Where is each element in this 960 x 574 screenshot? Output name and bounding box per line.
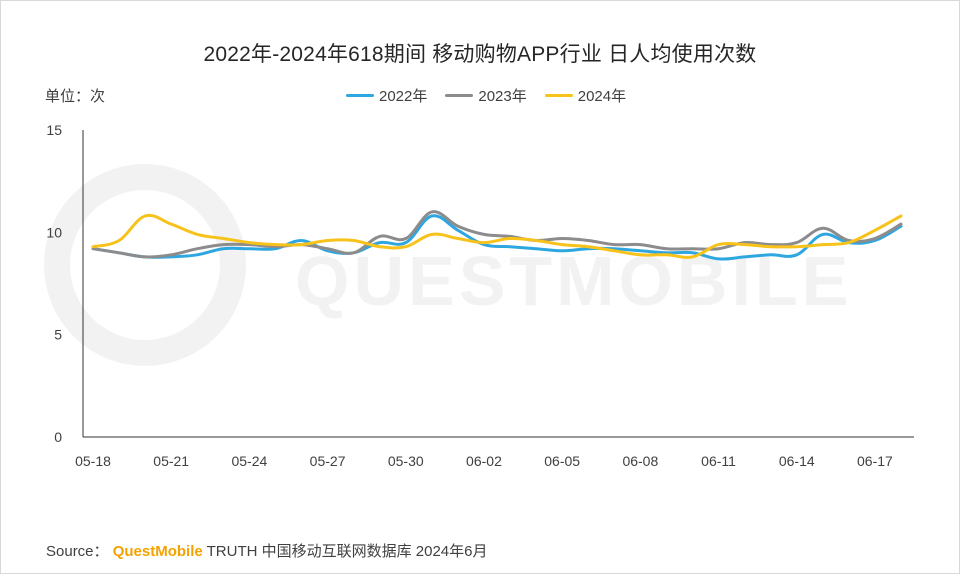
source-suffix: TRUTH 中国移动互联网数据库 2024年6月	[206, 543, 488, 560]
source-prefix: Source：	[46, 543, 109, 560]
series-line-2023	[91, 210, 903, 259]
chart-title: 2022年-2024年618期间 移动购物APP行业 日人均使用次数	[203, 43, 757, 66]
legend-label-2022: 2022年	[379, 88, 428, 105]
source-note: Source： QuestMobile TRUTH 中国移动互联网数据库 202…	[46, 540, 488, 561]
legend: 2022年 2023年 2024年	[346, 85, 626, 106]
legend-swatch-2023	[445, 94, 474, 97]
x-tick-label: 05-27	[310, 453, 346, 469]
source-brand: QuestMobile	[112, 543, 203, 560]
legend-swatch-2022	[346, 94, 374, 97]
legend-item-2024: 2024年	[544, 85, 627, 106]
x-tick-label: 06-14	[779, 453, 815, 469]
series-line-2022	[91, 214, 903, 261]
y-tick-label: 0	[54, 429, 62, 445]
legend-label-2024: 2024年	[577, 88, 627, 105]
unit-label: 单位：次	[45, 88, 106, 105]
y-tick-label: 10	[46, 224, 62, 240]
x-tick-label: 06-02	[466, 453, 502, 469]
y-tick-label: 5	[54, 327, 62, 343]
series-line-2024	[91, 213, 903, 259]
y-tick-label: 15	[46, 122, 62, 138]
x-tick-label: 06-17	[857, 453, 893, 469]
x-tick-label: 05-24	[231, 453, 267, 469]
legend-label-2023: 2023年	[478, 88, 527, 105]
legend-item-2023: 2023年	[445, 85, 527, 106]
x-tick-label: 05-18	[75, 453, 111, 469]
legend-swatch-2024	[544, 94, 573, 97]
x-tick-label: 05-30	[388, 453, 424, 469]
legend-item-2022: 2022年	[346, 85, 427, 106]
x-tick-label: 06-11	[701, 453, 736, 469]
x-tick-label: 05-21	[153, 453, 189, 469]
x-tick-label: 06-05	[544, 453, 580, 469]
x-tick-label: 06-08	[622, 453, 658, 469]
